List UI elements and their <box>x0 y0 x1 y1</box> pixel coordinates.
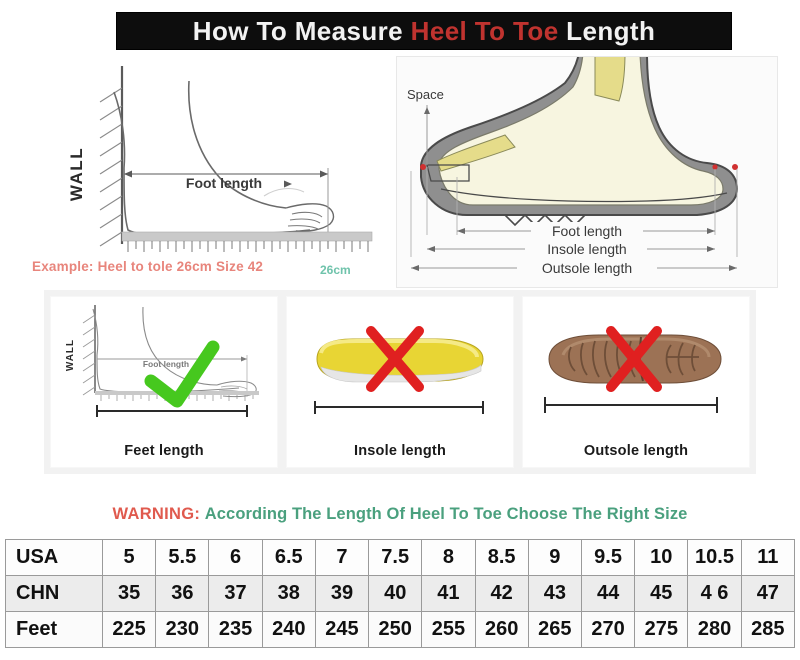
panel-caption-insole-length: Insole length <box>353 443 447 459</box>
panel-caption-outsole-length: Outsole length <box>583 443 689 459</box>
table-cell: 260 <box>474 611 529 648</box>
size-conversion-table: USA 5 5.5 6 6.5 7 7.5 8 8.5 9 9.5 10 10.5 11 CHN 35 36 37… <box>5 539 796 648</box>
foot-against-wall-diagram: WALL Foot length <box>24 56 392 286</box>
page-title-part1: How To Measure <box>192 15 411 46</box>
table-cell: 35 <box>101 575 157 612</box>
table-cell: 43 <box>527 575 582 612</box>
table-cell: 9.5 <box>580 539 636 576</box>
table-cell: 275 <box>634 611 689 648</box>
page-title-bar: How To Measure Heel To Toe Length <box>117 13 731 49</box>
size-table-body: USA 5 5.5 6 6.5 7 7.5 8 8.5 9 9.5 10 10.5 11 CHN 35 36 37… <box>5 539 796 648</box>
table-cell: 44 <box>580 575 636 612</box>
table-cell: 270 <box>580 611 636 648</box>
table-cell: 245 <box>314 611 370 648</box>
table-row: CHN 35 36 37 38 39 40 41 42 43 44 45 4 6 47 <box>5 575 796 612</box>
table-row: Feet 225 230 235 240 245 250 255 260 265 270 275 280… <box>5 611 796 648</box>
table-cell: 7 <box>314 539 370 576</box>
warning-label: WARNING: <box>112 505 201 523</box>
table-cell: 255 <box>421 611 476 648</box>
feet-length-illustration: WALL Foot length <box>65 305 259 417</box>
table-cell: 4 6 <box>687 575 742 612</box>
table-cell: 285 <box>740 611 796 648</box>
table-cell: 6 <box>208 539 263 576</box>
shoe-cross-section-diagram: Space Foot length Insole lengt <box>396 56 778 288</box>
table-row-header: Feet <box>5 611 103 648</box>
table-cell: 6.5 <box>261 539 316 576</box>
table-cell: 235 <box>208 611 263 648</box>
table-row-header: CHN <box>5 575 103 612</box>
foot-length-label: Foot length <box>552 223 622 239</box>
cross-icon <box>606 326 662 392</box>
panel-inner-label: Foot length <box>143 359 189 369</box>
table-cell: 8 <box>421 539 476 576</box>
foot-length-label: Foot length <box>186 175 262 191</box>
table-cell: 9 <box>527 539 582 576</box>
panel-feet-length: WALL Foot length <box>50 296 278 468</box>
table-cell: 8.5 <box>474 539 529 576</box>
table-cell: 225 <box>101 611 157 648</box>
table-cell: 47 <box>740 575 796 612</box>
table-cell: 41 <box>421 575 476 612</box>
table-cell: 250 <box>368 611 423 648</box>
table-cell: 10.5 <box>687 539 742 576</box>
table-cell: 5 <box>101 539 157 576</box>
panel-caption-feet-length: Feet length <box>124 443 204 459</box>
page-title-highlight: Heel To Toe <box>410 15 559 46</box>
table-cell: 39 <box>314 575 370 612</box>
space-label: Space <box>407 87 444 102</box>
table-cell: 37 <box>208 575 263 612</box>
cm-measurement-label: 26cm <box>320 263 351 277</box>
foot-wall-illustration: WALL Foot length <box>67 66 373 252</box>
insole-length-label: Insole length <box>547 241 626 257</box>
wall-label: WALL <box>67 147 86 201</box>
table-row-header: USA <box>5 539 103 576</box>
table-cell: 11 <box>740 539 796 576</box>
table-cell: 36 <box>155 575 210 612</box>
page-title-part2: Length <box>558 15 656 46</box>
table-cell: 10 <box>634 539 689 576</box>
insole-illustration <box>314 326 484 414</box>
outsole-length-label: Outsole length <box>542 260 632 276</box>
table-cell: 230 <box>155 611 210 648</box>
panel-outsole-length: Outsole length <box>522 296 750 468</box>
table-cell: 7.5 <box>368 539 423 576</box>
shoe-section-illustration: Space Foot length Insole lengt <box>407 57 739 276</box>
example-text: Example: Heel to tole 26cm Size 42 <box>32 259 264 274</box>
table-cell: 280 <box>687 611 742 648</box>
comparison-panels: WALL Foot length <box>44 290 756 474</box>
warning-banner: WARNING: According The Length Of Heel To… <box>0 505 800 524</box>
table-cell: 38 <box>261 575 316 612</box>
top-diagram-row: WALL Foot length <box>0 56 800 288</box>
panel-wall-label: WALL <box>65 339 76 371</box>
table-cell: 40 <box>368 575 423 612</box>
table-cell: 45 <box>634 575 689 612</box>
table-cell: 265 <box>527 611 582 648</box>
outsole-illustration <box>544 326 722 413</box>
check-icon <box>144 340 220 408</box>
warning-text: According The Length Of Heel To Toe Choo… <box>204 505 688 523</box>
panel-insole-length: Insole length <box>286 296 514 468</box>
table-cell: 42 <box>474 575 529 612</box>
cross-icon <box>366 326 424 392</box>
table-row: USA 5 5.5 6 6.5 7 7.5 8 8.5 9 9.5 10 10.5 11 <box>5 539 796 576</box>
table-cell: 240 <box>261 611 316 648</box>
table-cell: 5.5 <box>155 539 210 576</box>
